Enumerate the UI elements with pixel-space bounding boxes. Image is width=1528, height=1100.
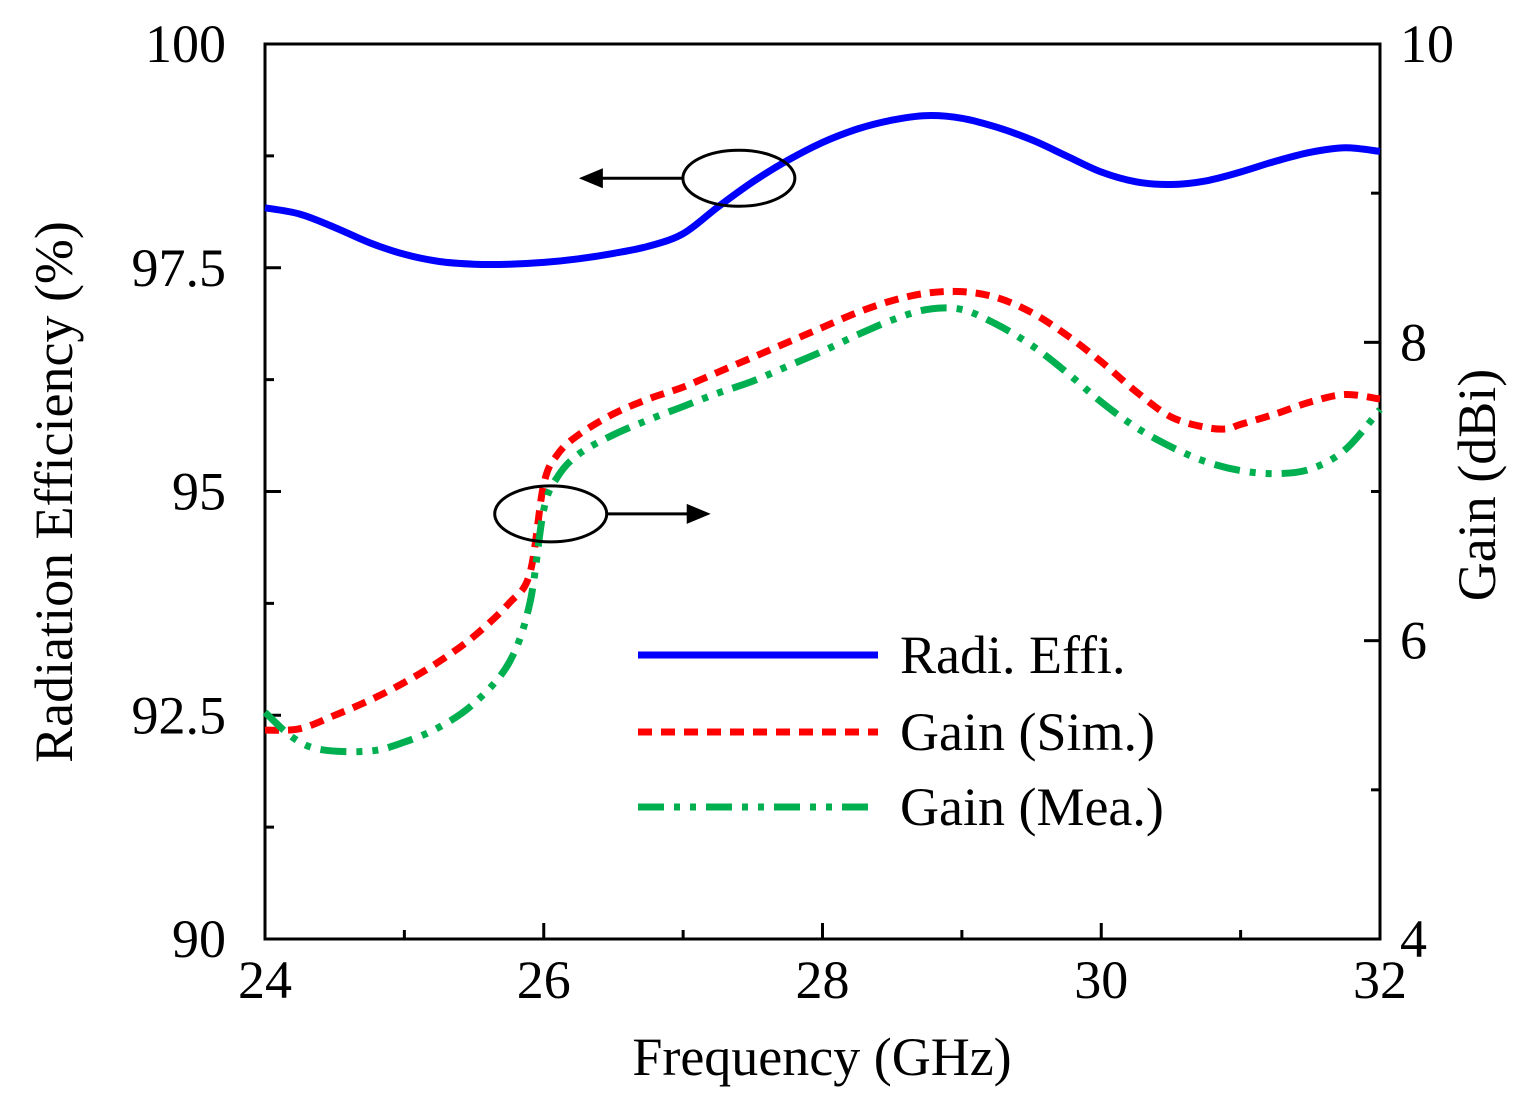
- series-group: [262, 112, 1383, 756]
- y-right-tick-label: 6: [1400, 611, 1427, 671]
- series-line-radi-effi: [264, 112, 1381, 268]
- y-left-tick-label: 100: [145, 14, 226, 74]
- series-line-gain-sim: [264, 287, 1381, 734]
- legend-label: Gain (Sim.): [900, 702, 1155, 762]
- annotation-ellipse: [681, 148, 797, 208]
- y-right-tick-label: 4: [1400, 909, 1427, 969]
- y-right-tick-label: 8: [1400, 312, 1427, 372]
- annotation-arrow-head-right-icon: [686, 503, 711, 524]
- annotation-arrow-head-left-icon: [578, 168, 603, 189]
- x-tick-label: 32: [1353, 950, 1407, 1010]
- legend-label: Radi. Effi.: [900, 625, 1125, 685]
- y-left-tick-label: 95: [172, 462, 226, 522]
- x-tick-label: 28: [796, 950, 850, 1010]
- legend: Radi. Effi. Gain (Sim.) Gain (Mea.): [638, 625, 1164, 837]
- tick-group: 24 26 28 30 32 90 92.5 95 97.5 100 4 6 8 10: [132, 14, 1455, 1010]
- y-axis-left-title: Radiation Efficiency (%): [24, 221, 84, 763]
- x-axis-title: Frequency (GHz): [632, 1027, 1011, 1087]
- legend-label: Gain (Mea.): [900, 777, 1164, 837]
- x-tick-label: 26: [517, 950, 571, 1010]
- x-tick-label: 24: [238, 950, 292, 1010]
- y-left-tick-label: 92.5: [132, 685, 227, 745]
- y-axis-right-title: Gain (dBi): [1447, 369, 1507, 601]
- annotation-group: [493, 148, 797, 544]
- x-tick-label: 30: [1074, 950, 1128, 1010]
- y-left-tick-label: 90: [172, 909, 226, 969]
- y-right-tick-label: 10: [1400, 14, 1454, 74]
- y-left-tick-label: 97.5: [132, 238, 227, 298]
- series-line-gain-mea: [262, 304, 1383, 756]
